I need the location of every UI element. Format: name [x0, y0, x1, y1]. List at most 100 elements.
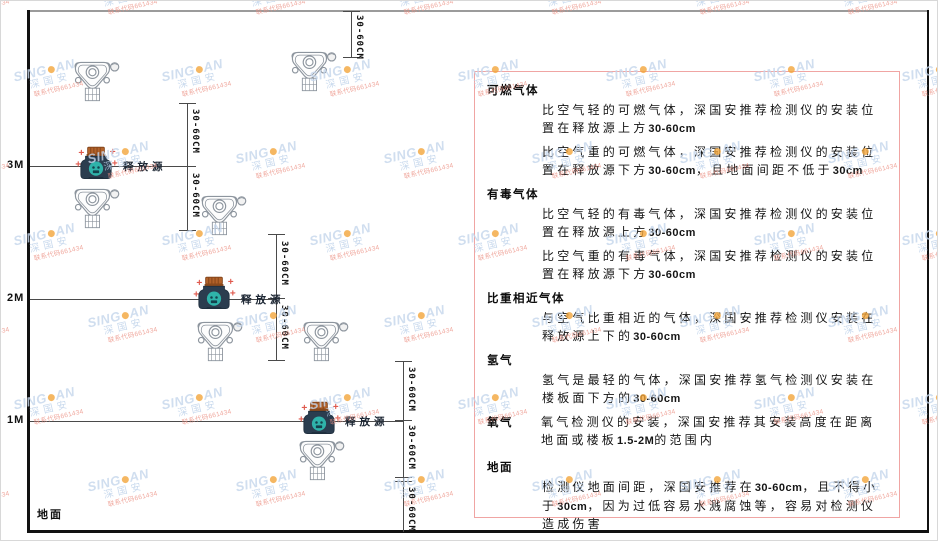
watermark-brand-cn: 深国安: [1, 479, 9, 503]
watermark-code-text: 联系代码661434: [551, 0, 603, 17]
watermark-dot-icon: [342, 393, 352, 402]
release-source-icon: [296, 401, 342, 439]
panel-paragraph: 与空气比重相近的气体，深国安推荐检测仪安装在释放源上下的30-60cm: [542, 311, 877, 343]
dim-line-ceiling: [351, 11, 352, 58]
panel-section-heading: 地面: [487, 462, 513, 474]
gas-detector-icon: [286, 48, 340, 96]
panel-section: 氢气 氢气是最轻的气体，深国安推荐氢气检测仪安装在楼板面下方的30-60cm: [487, 352, 887, 408]
panel-section-heading: 有毒气体: [487, 189, 539, 201]
watermark-code-text: 联系代码661434: [0, 326, 11, 345]
ceiling-line: [28, 10, 929, 12]
watermark-dot-icon: [194, 393, 204, 402]
watermark-brand-cn: 深国安: [28, 234, 73, 256]
gas-detector-icon: [69, 58, 123, 106]
dim-label-3m-above: 30-60CM: [190, 109, 200, 154]
dim-label-1m-above: 30-60CM: [406, 367, 416, 412]
panel-section: 比重相近气体与空气比重相近的气体，深国安推荐检测仪安装在释放源上下的30-60c…: [487, 290, 887, 346]
watermark-code-text: 联系代码661434: [329, 244, 381, 263]
watermark-brand-cn: 深国安: [695, 1, 749, 10]
watermark-brand-cn: 深国安: [1, 315, 9, 339]
gas-detector-icon: [192, 318, 246, 366]
panel-paragraph: 氧气检测仪的安装，深国安推荐其安装高度在距离地面或楼板1.5-2M的范围内: [541, 415, 876, 447]
dim-label-ground-gap: 30-60CM: [406, 487, 416, 532]
watermark-code-text: 联系代码661434: [0, 0, 11, 17]
panel-paragraph: 比空气重的有毒气体，深国安推荐检测仪的安装位置在释放源下方30-60cm: [542, 249, 877, 281]
watermark-code-text: 联系代码661434: [921, 244, 938, 263]
watermark-dot-icon: [120, 311, 130, 320]
panel-section-heading: 比重相近气体: [487, 293, 565, 305]
watermark-brand-cn: 深国安: [250, 316, 295, 338]
panel-sections: 可燃气体 比空气轻的可燃气体，深国安推荐检测仪的安装位置在释放源上方30-60cm…: [475, 72, 899, 534]
dim-tick: [395, 361, 412, 362]
watermark-code-text: 联系代码661434: [255, 162, 307, 181]
watermark-brand-cn: 深国安: [324, 234, 369, 256]
dim-tick: [179, 166, 196, 167]
watermark-code-text: 联系代码661434: [699, 0, 751, 17]
release-source-icon: [191, 276, 237, 314]
level-line-1m: [30, 421, 403, 422]
dim-label-3m-below: 30-60CM: [190, 173, 200, 218]
dim-tick: [395, 420, 412, 421]
dim-label-ceiling: 30-60CM: [354, 15, 364, 60]
release-source-icon: [73, 146, 119, 184]
watermark-code-text: 联系代码661434: [255, 490, 307, 509]
panel-paragraph: 比空气轻的有毒气体，深国安推荐检测仪的安装位置在释放源上方30-60cm: [542, 207, 877, 239]
release-source-label: 释放源: [345, 417, 389, 428]
axis-label-1m: 1M: [7, 414, 25, 426]
watermark-code-text: 联系代码661434: [403, 162, 455, 181]
watermark-brand-cn: 深国安: [103, 1, 157, 10]
dim-tick: [395, 481, 412, 482]
dim-tick: [343, 11, 360, 12]
watermark-code-text: 联系代码661434: [181, 80, 233, 99]
watermark-code-text: 联系代码661434: [181, 408, 233, 427]
panel-paragraph: 比空气轻的可燃气体，深国安推荐检测仪的安装位置在释放源上方30-60cm: [542, 103, 877, 135]
watermark-dot-icon: [268, 147, 278, 156]
dim-tick: [268, 234, 285, 235]
panel-paragraph: 检测仪地面间距，深国安推荐在30-60cm，且不得小于30cm，因为过低容易水溅…: [542, 480, 879, 531]
gas-detector-icon: [294, 437, 348, 485]
watermark-brand-cn: 深国安: [250, 152, 295, 174]
panel-section: 地面检测仪地面间距，深国安推荐在30-60cm，且不得小于30cm，因为过低容易…: [487, 459, 887, 534]
dim-tick: [268, 298, 285, 299]
gas-detector-icon: [298, 318, 352, 366]
watermark-brand-cn: 深国安: [1, 1, 9, 10]
ground-line: [27, 530, 929, 533]
dim-tick: [343, 57, 360, 58]
dim-label-1m-below: 30-60CM: [406, 425, 416, 470]
watermark-code-text: 联系代码661434: [33, 408, 85, 427]
watermark-dot-icon: [120, 147, 130, 156]
dim-label-2m-above: 30-60CM: [279, 241, 289, 286]
watermark-dot-icon: [46, 229, 56, 238]
axis-label-2m: 2M: [7, 292, 25, 304]
watermark-dot-icon: [416, 475, 426, 484]
watermark-code-text: 联系代码661434: [0, 490, 11, 509]
watermark-brand-cn: 深国安: [176, 398, 221, 420]
watermark-dot-icon: [416, 147, 426, 156]
dim-tick: [395, 477, 412, 478]
watermark-code-text: 联系代码661434: [921, 80, 938, 99]
dim-line-3m: [187, 103, 188, 231]
watermark-code-text: 联系代码661434: [921, 408, 938, 427]
left-wall-axis: [27, 10, 30, 533]
